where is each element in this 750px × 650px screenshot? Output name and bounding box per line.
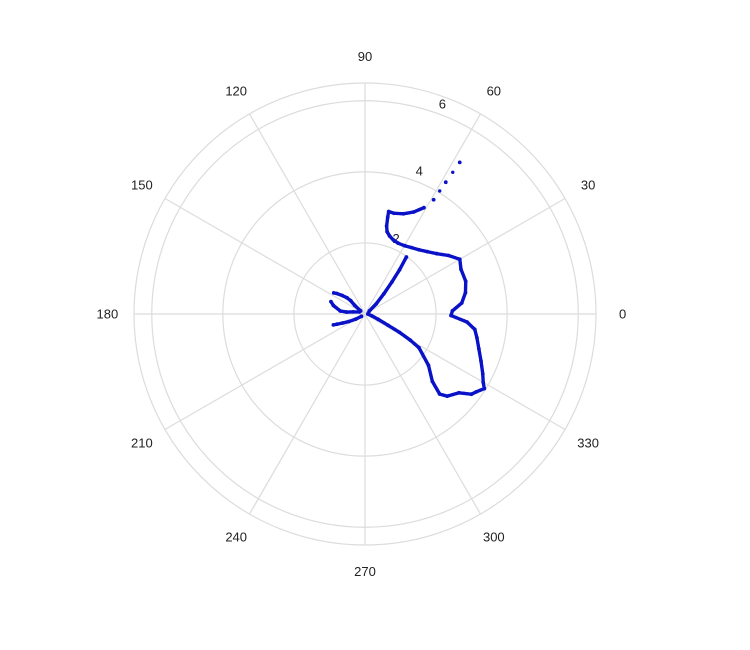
data-point	[331, 291, 336, 295]
data-point	[431, 197, 436, 202]
angular-tick-label-210: 210	[131, 435, 153, 450]
angular-gridline-150	[164, 197, 366, 315]
angular-tick-labels: 0 30 60 90 120 150 180 210 240 270 300 330	[96, 49, 626, 579]
angular-tick-label-60: 60	[487, 83, 501, 98]
data-point	[451, 170, 455, 174]
data-point	[438, 189, 442, 193]
data-point	[329, 299, 333, 304]
angular-tick-label-300: 300	[483, 530, 505, 545]
angular-gridline-240	[248, 313, 366, 515]
radial-tick-label-6: 6	[439, 96, 446, 111]
angular-tick-label-240: 240	[225, 530, 247, 545]
angular-gridline-120	[248, 113, 366, 315]
data-point	[331, 322, 336, 327]
angular-tick-label-180: 180	[96, 307, 118, 322]
data-point	[457, 160, 462, 165]
data-point	[443, 180, 448, 185]
angular-tick-label-150: 150	[131, 178, 153, 193]
angular-tick-label-0: 0	[619, 307, 626, 322]
angular-gridline-210	[164, 313, 366, 431]
angular-tick-label-30: 30	[581, 178, 595, 193]
data-point	[404, 255, 409, 259]
angular-tick-label-270: 270	[354, 564, 376, 579]
angular-tick-label-90: 90	[358, 49, 372, 64]
radial-tick-labels: 2 4 6	[393, 96, 447, 245]
angular-gridline-300	[364, 313, 482, 515]
angular-gridline-30	[364, 197, 566, 315]
polar-grid	[133, 82, 597, 546]
angular-gridline-60	[364, 113, 482, 315]
radial-tick-label-2: 2	[393, 231, 400, 246]
angular-tick-label-120: 120	[225, 83, 247, 98]
data-points	[329, 160, 487, 399]
angular-tick-label-330: 330	[577, 435, 599, 450]
radial-tick-label-4: 4	[416, 164, 423, 179]
